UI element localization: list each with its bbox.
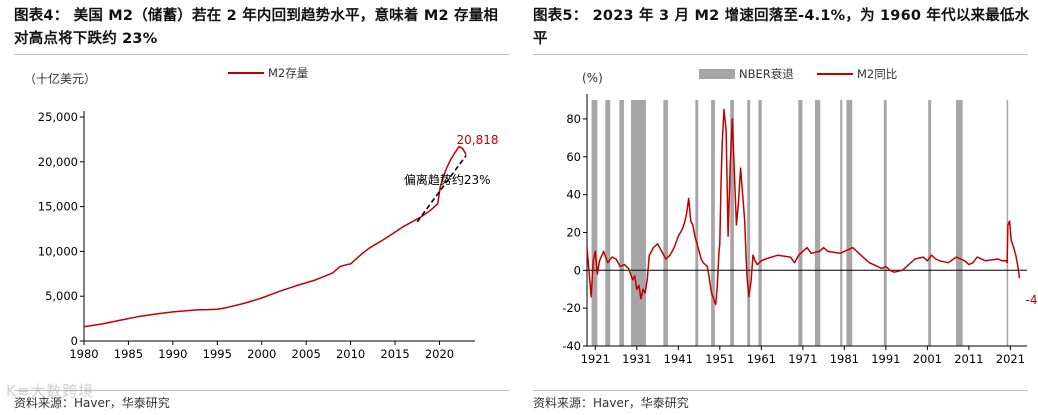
recession-bar [846,100,853,346]
legend-swatch-bar [699,69,735,79]
x-tick-label: 1991 [871,352,900,366]
recession-bar [631,100,646,346]
x-tick-label: 1921 [581,352,610,366]
y-tick-label: 0 [574,263,581,277]
x-tick-label: 1951 [705,352,734,366]
recession-bar [711,100,715,346]
x-tick-label: 1961 [747,352,776,366]
recession-bar [840,100,843,346]
y-tick-label: 10,000 [38,244,78,258]
y-tick-label: 5,000 [45,289,78,303]
recession-bar [695,100,699,346]
trend-line [416,155,467,223]
recession-bar [663,100,668,346]
chart-annotation: 偏离趋势约23% [404,172,491,187]
x-tick-label: 1971 [788,352,817,366]
x-tick-label: 2020 [425,347,454,361]
recession-bar [591,100,598,346]
chart-annotation: 20,818 [457,133,499,147]
x-tick-label: 1981 [830,352,859,366]
x-tick-label: 2010 [336,347,365,361]
right-source-divider [533,390,1028,391]
x-tick-label: 2011 [954,352,983,366]
x-tick-label: 2005 [292,347,321,361]
recession-bar [619,100,624,346]
recession-bar [730,100,734,346]
recession-bar [956,100,963,346]
x-tick-label: 2000 [247,347,276,361]
left-chart-panel: 图表4： 美国 M2（储蓄）若在 2 年内回到趋势水平，意味着 M2 存量相对高… [14,8,509,410]
recession-bar [747,100,751,346]
y-tick-label: 0 [71,334,78,348]
left-chart-title: 图表4： 美国 M2（储蓄）若在 2 年内回到趋势水平，意味着 M2 存量相对高… [14,8,499,47]
legend-label: M2同比 [857,67,897,81]
chart-annotation: -4.1 [1026,293,1038,307]
left-title-divider [14,54,509,55]
y-tick-label: -40 [562,339,581,353]
y-tick-label: 40 [566,188,581,202]
right-chart-panel: 图表5： 2023 年 3 月 M2 增速回落至-4.1%，为 1960 年代以… [519,0,1038,415]
recession-bar [928,100,932,346]
right-source-note: 资料来源：Haver，华泰研究 [533,396,689,410]
y-axis-unit-label: （十亿美元） [24,71,96,86]
x-tick-label: 2001 [913,352,942,366]
x-tick-label: 1995 [203,347,232,361]
y-tick-label: 80 [566,112,581,126]
right-chart-figure: -40 -20 0 20 40 60 80 1921 1931 1941 1951 1961 1971 1… [562,67,1038,366]
x-tick-label: 2015 [380,347,409,361]
recession-bar [814,100,821,346]
recession-bar [605,100,611,346]
y-tick-label: 20 [566,225,581,239]
x-tick-label: 1941 [664,352,693,366]
recession-bar [1006,100,1009,346]
x-tick-label: 1980 [69,347,98,361]
y-tick-label: 25,000 [38,110,78,124]
left-source-note: 资料来源：Haver，华泰研究 [14,396,170,410]
recession-bar [758,100,762,346]
y-tick-label: -20 [562,301,581,315]
x-tick-label: 2021 [996,352,1025,366]
y-axis-unit-label: (%) [582,71,603,85]
recession-bar [883,100,887,346]
watermark-text: K≡大数跨境 [6,382,95,400]
x-tick-label: 1990 [158,347,187,361]
x-tick-label: 1931 [622,352,651,366]
right-title-divider [533,54,1028,55]
y-tick-label: 20,000 [38,155,78,169]
legend-label: NBER衰退 [739,67,794,81]
recession-bar [798,100,803,346]
series-line [586,108,1021,306]
left-chart-figure: 0 5,000 10,000 15,000 20,000 25,000 1980 1985 19… [24,66,499,361]
x-tick-label: 1985 [114,347,143,361]
series-line [83,145,467,328]
right-chart-title: 图表5： 2023 年 3 月 M2 增速回落至-4.1%，为 1960 年代以… [533,8,1030,47]
left-source-divider [14,390,509,391]
legend-label: M2存量 [268,66,308,80]
y-tick-label: 60 [566,150,581,164]
y-tick-label: 15,000 [38,200,78,214]
